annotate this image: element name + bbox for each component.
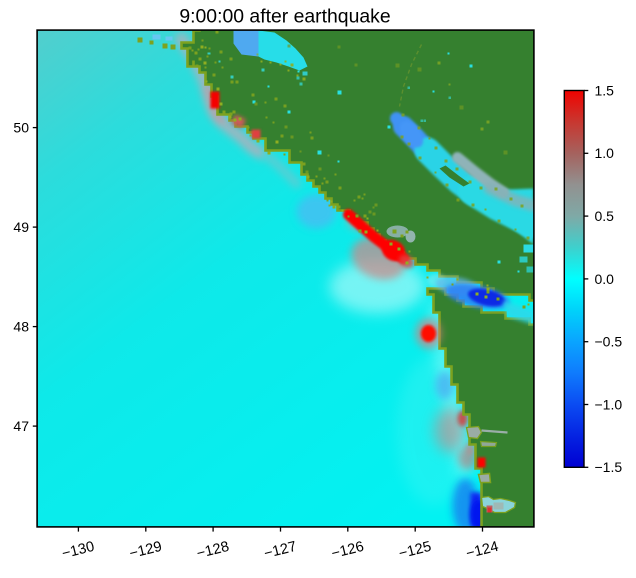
svg-text:−128: −128 — [195, 539, 231, 562]
svg-text:48: 48 — [13, 319, 29, 335]
svg-text:−1.0: −1.0 — [595, 396, 623, 412]
svg-text:47: 47 — [13, 418, 29, 434]
svg-text:50: 50 — [13, 120, 29, 136]
svg-text:−1.5: −1.5 — [595, 459, 623, 475]
svg-text:9:00:00 after earthquake: 9:00:00 after earthquake — [179, 5, 390, 27]
svg-text:1.5: 1.5 — [595, 82, 615, 98]
svg-text:−0.5: −0.5 — [595, 334, 623, 350]
svg-text:−130: −130 — [60, 539, 96, 562]
svg-text:−125: −125 — [397, 539, 433, 562]
svg-text:1.0: 1.0 — [595, 145, 615, 161]
svg-text:−124: −124 — [464, 539, 500, 562]
svg-text:−127: −127 — [262, 539, 298, 562]
svg-text:−129: −129 — [128, 539, 164, 562]
svg-text:−126: −126 — [330, 539, 366, 562]
svg-text:49: 49 — [13, 219, 29, 235]
svg-text:0.5: 0.5 — [595, 208, 615, 224]
svg-text:0.0: 0.0 — [595, 271, 615, 287]
